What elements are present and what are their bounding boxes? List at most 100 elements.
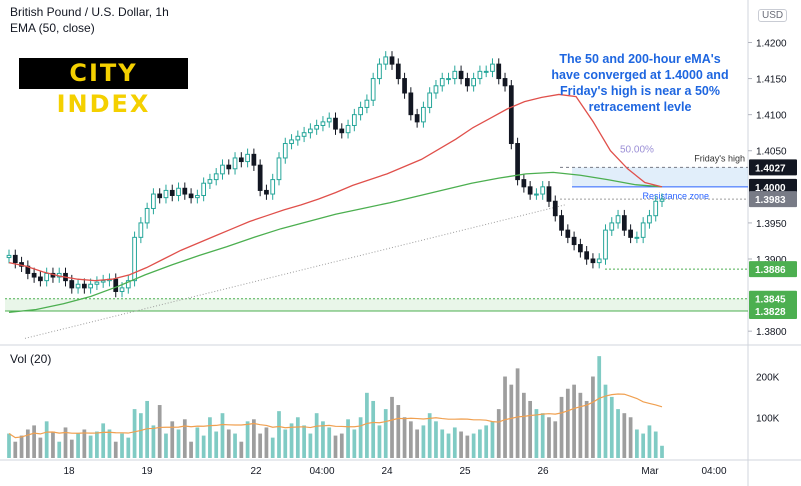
candle-body xyxy=(100,280,106,283)
volume-bar xyxy=(352,429,357,458)
volume-bar xyxy=(7,433,11,458)
candle-body xyxy=(621,215,627,231)
volume-bar xyxy=(534,409,539,458)
price-tick-label: 1.3950 xyxy=(756,219,787,230)
price-tick-label: 1.4150 xyxy=(756,75,787,86)
candle-body xyxy=(628,229,633,238)
candle-body xyxy=(571,236,577,246)
candle-body xyxy=(370,78,376,101)
candle-body xyxy=(471,78,477,87)
volume-bar xyxy=(647,425,652,458)
candle-body xyxy=(194,194,200,199)
candle-body xyxy=(113,278,119,292)
volume-bar xyxy=(459,431,463,458)
volume-bar xyxy=(434,421,438,458)
volume-bar xyxy=(496,409,501,458)
candle-body xyxy=(578,244,583,253)
volume-bar xyxy=(597,356,602,458)
volume-bar xyxy=(465,435,470,458)
candle-body xyxy=(659,198,665,202)
currency-badge[interactable]: USD xyxy=(758,9,788,22)
volume-bar xyxy=(258,433,263,458)
candle-body xyxy=(132,236,137,282)
volume-bar xyxy=(421,425,426,458)
time-tick-label: 04:00 xyxy=(309,466,334,477)
price-label-box xyxy=(749,191,797,208)
volume-bar xyxy=(622,413,627,458)
volume-title: Vol (20) xyxy=(10,352,52,366)
volume-bar xyxy=(38,437,43,458)
price-label: 1.3983 xyxy=(755,195,786,206)
annotation-line: The 50 and 200-hour eMA's xyxy=(559,52,721,66)
candle-body xyxy=(333,117,338,130)
volume-tick-label: 200K xyxy=(756,373,780,384)
volume-bar xyxy=(358,417,363,458)
candle-body xyxy=(144,207,150,224)
volume-bar xyxy=(239,441,244,458)
volume-bar xyxy=(572,384,576,458)
volume-bar xyxy=(660,445,664,458)
volume-bar xyxy=(327,427,332,458)
candle-body xyxy=(188,193,194,199)
candle-body xyxy=(125,280,131,289)
volume-bar xyxy=(635,429,639,458)
volume-bar xyxy=(145,400,150,458)
candle-body xyxy=(653,200,659,217)
candle-body xyxy=(508,85,514,145)
volume-bar xyxy=(302,425,306,458)
volume-bar xyxy=(176,429,181,458)
volume-bar xyxy=(308,433,313,458)
volume-bar xyxy=(295,417,300,458)
candle-body xyxy=(521,179,527,188)
candle-body xyxy=(351,114,357,126)
candle-body xyxy=(257,164,263,191)
candle-body xyxy=(295,135,301,141)
candle-body xyxy=(408,92,414,116)
volume-bar xyxy=(82,429,87,458)
candle-body xyxy=(176,187,181,196)
candle-body xyxy=(502,78,508,87)
volume-bar xyxy=(233,433,237,458)
volume-bar xyxy=(371,400,376,458)
candle-body xyxy=(301,132,307,137)
chart-title: British Pound / U.S. Dollar, 1h xyxy=(10,5,169,19)
volume-bar xyxy=(390,396,394,458)
volume-bar xyxy=(408,421,413,458)
candle-body xyxy=(339,128,345,134)
candle-body xyxy=(364,99,370,108)
candle-body xyxy=(119,287,125,292)
candle-body xyxy=(94,281,100,285)
volume-bar xyxy=(609,396,614,458)
volume-bar xyxy=(220,413,225,458)
volume-bar xyxy=(44,421,49,458)
volume-bar xyxy=(201,435,206,458)
volume-bar xyxy=(584,400,589,458)
candle-body xyxy=(345,124,351,134)
volume-bar xyxy=(616,409,620,458)
candle-body xyxy=(12,254,18,264)
volume-bar xyxy=(170,421,175,458)
volume-bar xyxy=(521,392,526,458)
volume-bar xyxy=(365,392,369,458)
city-index-logo: CITY INDEX xyxy=(19,58,188,118)
candle-body xyxy=(590,258,596,264)
chart-annotation: The 50 and 200-hour eMA's have converged… xyxy=(545,51,735,115)
candle-body xyxy=(220,164,225,175)
resistance-zone xyxy=(572,167,748,187)
candle-body xyxy=(546,186,552,202)
candle-body xyxy=(88,283,93,289)
time-tick-label: 26 xyxy=(537,466,549,477)
candle-body xyxy=(584,251,590,260)
candle-body xyxy=(452,70,458,80)
candle-body xyxy=(31,272,37,278)
volume-bar xyxy=(452,427,457,458)
candle-body xyxy=(326,117,332,123)
candle-body xyxy=(534,193,539,196)
candle-body xyxy=(232,157,238,170)
volume-bar xyxy=(471,433,476,458)
candle-body xyxy=(389,56,395,65)
volume-bar xyxy=(264,427,269,458)
candle-body xyxy=(395,63,401,80)
candle-body xyxy=(377,63,382,80)
